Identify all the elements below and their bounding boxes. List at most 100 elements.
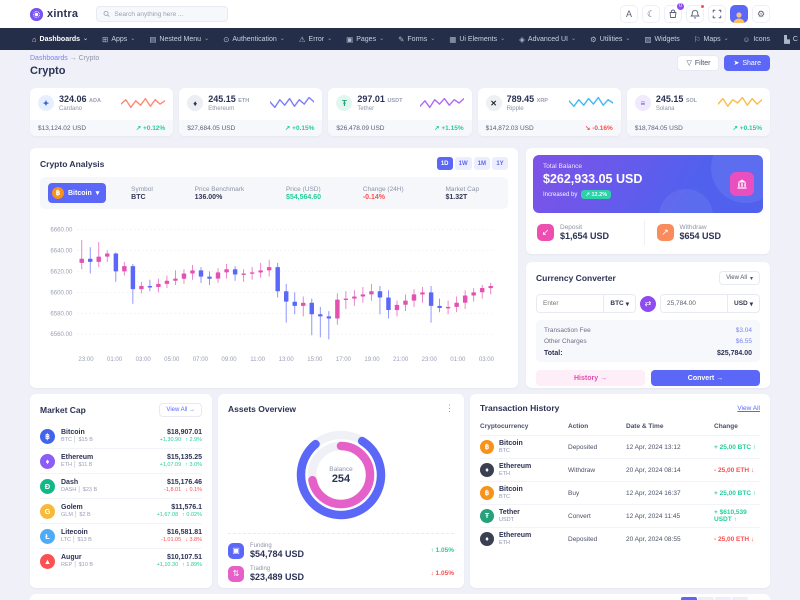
- share-button[interactable]: ➤ Share: [724, 55, 770, 71]
- range-button-1m[interactable]: 1M: [473, 157, 490, 170]
- coin-icon: Ŧ: [480, 509, 494, 523]
- fee-row: Other Charges $6.55: [544, 338, 752, 345]
- partial-segmented-control[interactable]: [681, 597, 748, 600]
- withdraw-item[interactable]: ↗ Withdraw $654 USD: [643, 220, 764, 245]
- nav-item-nested-menu[interactable]: ▤ Nested Menu ⌄: [149, 34, 210, 44]
- coin-symbol: ADA: [89, 98, 101, 104]
- nav-item-apps[interactable]: ⊞ Apps ⌄: [102, 34, 136, 44]
- user-avatar[interactable]: [730, 5, 748, 23]
- sparkline-chart: [121, 97, 166, 109]
- tether-icon: Ŧ: [336, 95, 353, 111]
- kebab-menu-icon[interactable]: ⋮: [445, 403, 454, 413]
- crypto-ticker-card[interactable]: ✦ 324.06 ADA Cardano $13,124.02 USD ↗ +0…: [30, 88, 174, 136]
- svg-text:13:00: 13:00: [279, 356, 295, 363]
- history-button[interactable]: History →: [536, 370, 645, 386]
- translate-icon[interactable]: A: [620, 5, 638, 23]
- nav-item-c[interactable]: ▙ C ⌄: [784, 34, 798, 44]
- nav-item-advanced-ui[interactable]: ◈ Advanced UI ⌄: [519, 34, 577, 44]
- nav-item-utilities[interactable]: ⚙ Utilities ⌄: [590, 34, 631, 44]
- filter-button[interactable]: ▽ Filter: [677, 55, 720, 71]
- global-search[interactable]: [96, 6, 229, 22]
- crypto-ticker-card[interactable]: Ŧ 297.01 USDT Tether $26,478.09 USD ↗ +1…: [328, 88, 472, 136]
- settings-gear-icon[interactable]: ⚙: [752, 5, 770, 23]
- coin-icon: Đ: [40, 478, 55, 494]
- market-cap-row[interactable]: ♦ Ethereum ETH │ $11 B $15,135.25 +1,07.…: [40, 449, 202, 474]
- nav-item-pages[interactable]: ▣ Pages ⌄: [346, 34, 385, 44]
- coin-icon: Ł: [40, 528, 55, 544]
- market-cap-row[interactable]: Ł Litecoin LTC │ $13 B $16,581.81 -1,01.…: [40, 524, 202, 549]
- asset-row[interactable]: ▣ Funding $54,784 USD ↑ 1.05%: [228, 539, 454, 562]
- nav-item-dashboards[interactable]: ⌂ Dashboards ⌄: [32, 34, 89, 44]
- amount-to-input[interactable]: [661, 300, 727, 307]
- market-cap-row[interactable]: G Golem GLM │ $2 B $11,576.1 +1,67.08 ↑ …: [40, 499, 202, 524]
- transaction-row[interactable]: ♦ Ethereum ETH Deposited 20 Apr, 2024 08…: [480, 527, 760, 550]
- transaction-row[interactable]: ฿ Bitcoin BTC Deposited 12 Apr, 2024 13:…: [480, 435, 760, 458]
- deposit-item[interactable]: ↙ Deposit $1,654 USD: [533, 220, 644, 245]
- market-cap-row[interactable]: ▲ Augur REP │ $10 B $10,107.51 +1,10.30 …: [40, 549, 202, 573]
- range-button-1d[interactable]: 1D: [436, 157, 453, 170]
- svg-text:07:00: 07:00: [193, 356, 209, 363]
- bank-button[interactable]: [730, 172, 754, 196]
- home-icon: ⌂: [32, 34, 37, 44]
- coin-select-dropdown[interactable]: ฿ Bitcoin ▾: [48, 183, 107, 203]
- crypto-ticker-card[interactable]: ≡ 245.15 SOL Solana $18,784.05 USD ↗ +0.…: [626, 88, 771, 136]
- market-cap-view-all-button[interactable]: View All →: [159, 403, 202, 417]
- range-button-1y[interactable]: 1Y: [492, 157, 508, 170]
- from-currency-dropdown[interactable]: BTC ▾: [603, 295, 635, 312]
- breadcrumb-dashboards[interactable]: Dashboards: [30, 55, 68, 62]
- svg-text:03:00: 03:00: [479, 356, 495, 363]
- svg-text:03:00: 03:00: [136, 356, 152, 363]
- search-input[interactable]: [114, 10, 222, 18]
- cart-icon[interactable]: 0: [664, 3, 684, 23]
- convert-from-field[interactable]: BTC ▾: [536, 294, 636, 313]
- nav-item-error[interactable]: ⚠ Error ⌄: [298, 34, 333, 44]
- ui-elements-icon: ▦: [449, 34, 457, 44]
- filter-icon: ▽: [686, 60, 692, 67]
- nav-item-icons[interactable]: ☺ Icons ⌄: [742, 34, 771, 44]
- coin-change: ↗ +1.15%: [434, 125, 464, 132]
- sparkline-chart: [718, 96, 763, 108]
- to-currency-dropdown[interactable]: USD ▾: [727, 295, 759, 312]
- crypto-ticker-card[interactable]: ✕ 789.45 XRP Ripple $14,872.03 USD ↘ -0.…: [477, 88, 621, 136]
- candlestick-chart: 6660.00 6640.00 6620.00 6600.00 6580.00 6560.…: [36, 215, 512, 372]
- analysis-stat: Price (USD) $54,564.60: [285, 185, 322, 201]
- chevron-down-icon: ⌄: [625, 36, 631, 42]
- share-icon: ➤: [733, 60, 740, 67]
- convert-to-field[interactable]: USD ▾: [660, 294, 760, 313]
- nav-item-ui-elements[interactable]: ▦ Ui Elements ⌄: [449, 34, 506, 44]
- ticker-card-row: ✦ 324.06 ADA Cardano $13,124.02 USD ↗ +0…: [30, 88, 771, 136]
- nav-item-forms[interactable]: ✎ Forms ⌄: [398, 34, 436, 44]
- fullscreen-icon[interactable]: [708, 5, 726, 23]
- convert-button[interactable]: Convert →: [651, 370, 760, 386]
- search-icon: [103, 10, 110, 17]
- amount-from-input[interactable]: [537, 300, 604, 307]
- coin-name: Cardano: [59, 105, 83, 112]
- coin-name: Ethereum: [208, 105, 235, 112]
- transaction-row[interactable]: ♦ Ethereum ETH Withdraw 20 Apr, 2024 08:…: [480, 458, 760, 481]
- notifications-bell-icon[interactable]: [686, 4, 705, 23]
- fee-summary: Transaction Fee $3.04 Other Charges $6.5…: [536, 320, 760, 362]
- market-cap-row[interactable]: ฿ Bitcoin BTC │ $15 B $18,907.01 +1,30.9…: [40, 424, 202, 449]
- asset-row[interactable]: ⇅ Trading $23,489 USD ↓ 1.05%: [228, 562, 454, 585]
- nav-item-maps[interactable]: ⚐ Maps ⌄: [693, 34, 729, 44]
- dark-mode-toggle-icon[interactable]: ☾: [642, 5, 660, 23]
- converter-view-all-button[interactable]: View All ▾: [719, 271, 760, 285]
- charts-icon: ▙: [784, 34, 790, 44]
- coin-name: Ripple: [506, 105, 524, 112]
- swap-currencies-button[interactable]: ⇄: [640, 295, 656, 312]
- market-cap-row[interactable]: Đ Dash DASH │ $23 B $15,176.46 -1,8.01 ↓…: [40, 474, 202, 499]
- transaction-row[interactable]: ฿ Bitcoin BTC Buy 12 Apr, 2024 16:37 + 2…: [480, 481, 760, 504]
- transactions-view-all-link[interactable]: View All: [737, 404, 760, 412]
- transactions-table-header: Cryptocurrency Action Date & Time Change: [480, 423, 738, 430]
- nav-item-widgets[interactable]: ▧ Widgets ⌄: [644, 34, 680, 44]
- range-button-1w[interactable]: 1W: [454, 157, 472, 170]
- coin-change: ↘ -0.16%: [584, 125, 613, 132]
- chevron-down-icon: ⌄: [204, 36, 210, 42]
- crypto-ticker-card[interactable]: ♦ 245.15 ETH Ethereum $27,684.05 USD ↗ +…: [179, 88, 323, 136]
- range-selector: 1D 1W 1M 1Y: [436, 157, 508, 170]
- nav-item-authentication[interactable]: ⊙ Authentication ⌄: [223, 34, 285, 44]
- forms-icon: ✎: [398, 34, 405, 44]
- chevron-down-icon: ⌄: [130, 36, 136, 42]
- transaction-row[interactable]: Ŧ Tether USDT Convert 12 Apr, 2024 11:45…: [480, 504, 760, 527]
- brand-logo[interactable]: xintra: [30, 7, 78, 21]
